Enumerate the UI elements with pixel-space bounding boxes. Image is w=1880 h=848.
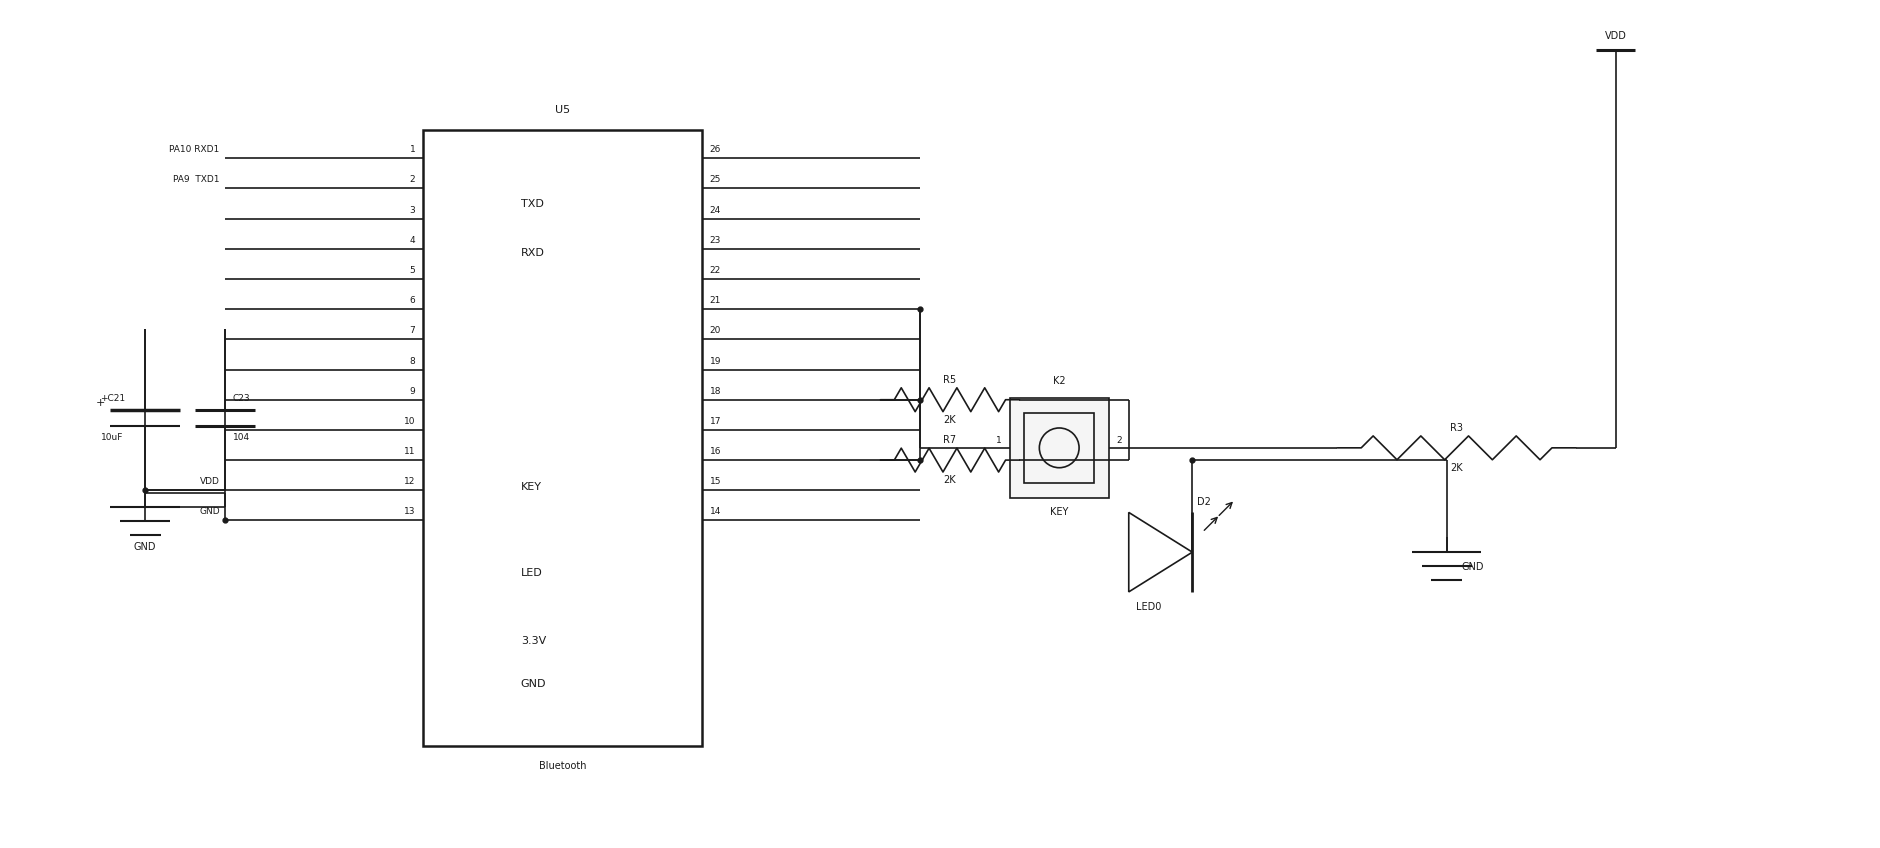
Text: LED: LED [521, 568, 543, 578]
Text: 3: 3 [410, 206, 415, 215]
Text: 2: 2 [410, 176, 415, 185]
Bar [1010, 399, 1109, 498]
Text: 20: 20 [709, 326, 720, 336]
Text: +C21: +C21 [100, 393, 126, 403]
Text: 13: 13 [404, 507, 415, 516]
Text: R5: R5 [944, 375, 957, 385]
Text: PA10 RXD1: PA10 RXD1 [169, 145, 220, 154]
Text: 2: 2 [1117, 436, 1122, 445]
Polygon shape [1128, 512, 1192, 592]
Text: KEY: KEY [1051, 507, 1068, 517]
Text: RXD: RXD [521, 248, 545, 258]
Text: 7: 7 [410, 326, 415, 336]
Text: R3: R3 [1449, 423, 1463, 433]
Text: 14: 14 [709, 507, 720, 516]
Text: R7: R7 [944, 435, 957, 445]
Text: KEY: KEY [521, 483, 541, 492]
Text: 6: 6 [410, 296, 415, 305]
Text: 25: 25 [709, 176, 720, 185]
Text: TXD: TXD [521, 198, 543, 209]
Text: 10uF: 10uF [100, 433, 122, 443]
Text: Bluetooth: Bluetooth [540, 761, 587, 771]
Text: 1: 1 [996, 436, 1002, 445]
Text: 2K: 2K [944, 415, 957, 425]
Text: 9: 9 [410, 387, 415, 396]
Text: C23: C23 [233, 393, 250, 403]
Text: D2: D2 [1198, 498, 1211, 507]
Text: +: + [96, 398, 105, 408]
Text: GND: GND [199, 507, 220, 516]
Text: LED0: LED0 [1136, 602, 1162, 611]
Text: 2K: 2K [1449, 463, 1463, 472]
Text: 2K: 2K [944, 475, 957, 485]
Text: GND: GND [133, 542, 156, 552]
Text: 5: 5 [410, 266, 415, 275]
Text: VDD: VDD [1606, 31, 1626, 41]
Text: U5: U5 [555, 105, 570, 115]
Text: 24: 24 [709, 206, 720, 215]
Text: GND: GND [1461, 562, 1483, 572]
Text: 11: 11 [404, 447, 415, 456]
Text: 15: 15 [709, 477, 722, 486]
Text: 3.3V: 3.3V [521, 636, 545, 646]
Text: 26: 26 [709, 145, 720, 154]
Text: 17: 17 [709, 417, 722, 426]
Text: 23: 23 [709, 236, 720, 245]
Text: 10: 10 [404, 417, 415, 426]
Text: 104: 104 [233, 433, 250, 443]
Text: 1: 1 [410, 145, 415, 154]
Text: 4: 4 [410, 236, 415, 245]
Bar [423, 130, 701, 746]
Bar [1025, 413, 1094, 483]
Text: 12: 12 [404, 477, 415, 486]
Text: 19: 19 [709, 356, 722, 365]
Text: GND: GND [521, 679, 547, 689]
Text: 16: 16 [709, 447, 722, 456]
Text: PA9  TXD1: PA9 TXD1 [173, 176, 220, 185]
Text: K2: K2 [1053, 377, 1066, 386]
Text: 18: 18 [709, 387, 722, 396]
Text: 21: 21 [709, 296, 720, 305]
Text: 22: 22 [709, 266, 720, 275]
Text: 8: 8 [410, 356, 415, 365]
Text: VDD: VDD [199, 477, 220, 486]
